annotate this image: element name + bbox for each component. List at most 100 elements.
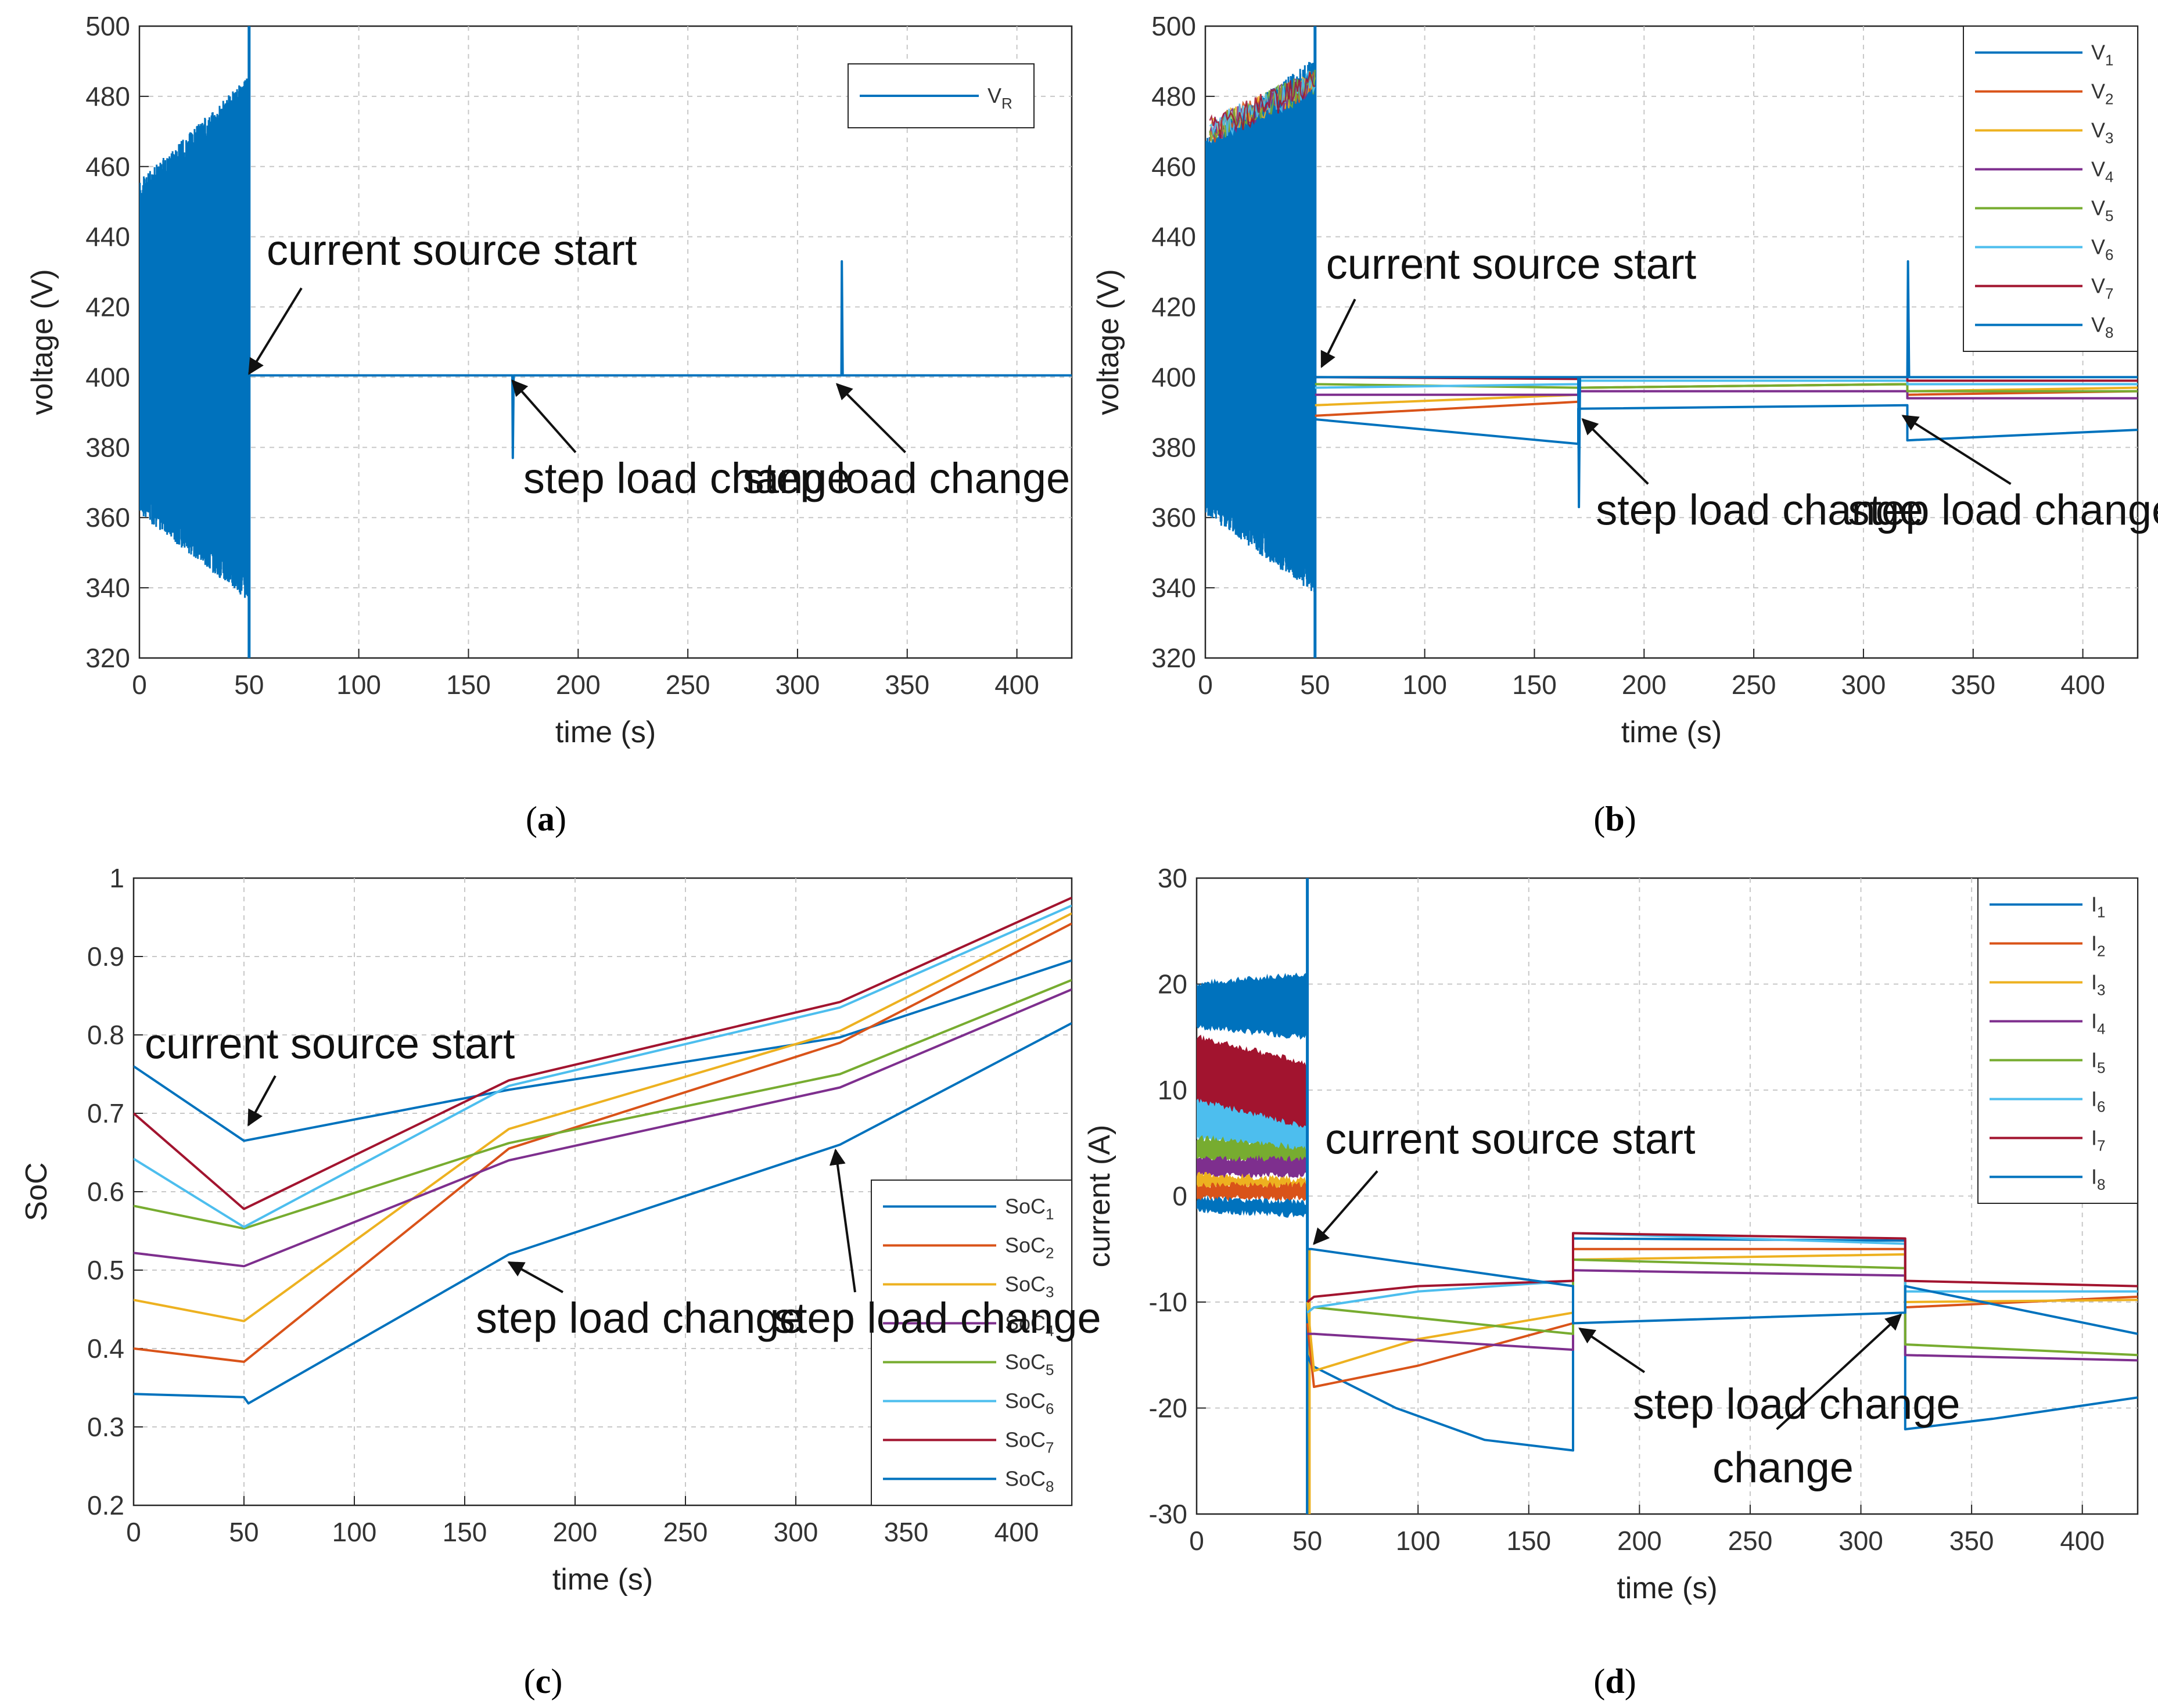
series-line-i-7	[1306, 1232, 2138, 1303]
y-tick-label: 400	[1151, 362, 1196, 392]
series-line-i-8	[1307, 1247, 2138, 1335]
x-tick-label: 200	[1617, 1526, 1662, 1556]
series-line-soc-2	[134, 922, 1072, 1363]
legend-box	[1977, 878, 2138, 1204]
x-tick-label: 250	[663, 1517, 708, 1547]
x-tick-label: 0	[132, 670, 147, 700]
y-tick-label: 0	[1172, 1181, 1187, 1211]
series-line-v-4	[1315, 390, 2138, 400]
annotation-text: step load change	[1848, 486, 2158, 534]
y-tick-label: 320	[1151, 643, 1196, 673]
y-tick-label: 0.2	[87, 1490, 124, 1520]
data-layer	[134, 896, 1072, 1405]
y-tick-label: 440	[1151, 222, 1196, 252]
x-tick-label: 300	[1839, 1526, 1883, 1556]
annotation-text: current source start	[145, 1020, 515, 1068]
series-line-v-8	[1315, 260, 2138, 509]
x-tick-label: 400	[2060, 1526, 2105, 1556]
annotation-text: current source start	[1325, 1115, 1696, 1163]
x-tick-label: 350	[885, 670, 929, 700]
x-tick-label: 250	[666, 670, 710, 700]
legend-label-v-4: V4	[2091, 157, 2113, 186]
y-tick-label: 480	[85, 81, 130, 112]
x-tick-label: 0	[1189, 1526, 1204, 1556]
y-axis-label: current (A)	[1083, 1125, 1116, 1268]
series-line-soc-1	[134, 959, 1072, 1142]
y-tick-label: 320	[85, 643, 130, 673]
x-tick-label: 100	[336, 670, 381, 700]
y-tick-label: 440	[85, 222, 130, 252]
series-line-soc-8	[134, 1022, 1072, 1405]
y-axis-label: voltage (V)	[1091, 269, 1125, 415]
y-tick-label: 10	[1158, 1075, 1187, 1105]
x-axis-label: time (s)	[1621, 715, 1722, 749]
y-tick-label: 460	[85, 152, 130, 182]
x-tick-label: 350	[884, 1517, 929, 1547]
x-tick-label: 200	[1622, 670, 1667, 700]
y-tick-label: 1	[109, 863, 124, 893]
y-tick-label: 360	[1151, 502, 1196, 533]
chart-panel-d: 0 50 100 150 200 250 300 350 400 -30 -20 -10 0 10 20 30…	[1083, 863, 2139, 1605]
x-tick-label: 100	[1396, 1526, 1441, 1556]
annotation-arrow	[1578, 1327, 1646, 1373]
data-layer	[1197, 878, 2138, 1514]
x-tick-label: 100	[1402, 670, 1447, 700]
x-tick-label: 350	[1951, 670, 1995, 700]
x-tick-label: 0	[1198, 670, 1213, 700]
panel-caption: (c)	[524, 1662, 563, 1700]
annotation-arrow	[1901, 415, 2012, 486]
series-line-soc-7	[134, 896, 1072, 1210]
annotation-arrow	[1776, 1314, 1902, 1430]
data-layer	[139, 26, 1072, 658]
x-axis-label: time (s)	[555, 715, 656, 749]
y-tick-label: 20	[1158, 969, 1187, 999]
y-tick-label: 360	[85, 502, 130, 533]
data-layer	[1205, 26, 2138, 658]
y-tick-label: 30	[1158, 863, 1187, 893]
x-tick-label: 150	[443, 1517, 487, 1547]
legend-label-v-1: V1	[2091, 41, 2113, 69]
y-tick-label: 400	[85, 362, 130, 392]
annotation-arrow	[829, 1148, 856, 1293]
legend: VR	[848, 63, 1035, 128]
y-tick-label: 0.4	[87, 1333, 124, 1364]
annotation-arrow	[248, 287, 303, 375]
series-line-v-r	[139, 260, 1072, 459]
y-tick-label: 0.7	[87, 1098, 124, 1128]
series-line-soc-5	[134, 979, 1072, 1230]
y-tick-label: 420	[1151, 292, 1196, 322]
annotation-text: step load change	[774, 1294, 1101, 1342]
panel-caption: (b)	[1593, 800, 1636, 838]
x-tick-label: 300	[775, 670, 820, 700]
y-tick-label: 340	[1151, 573, 1196, 603]
annotation-arrow	[1320, 299, 1356, 368]
chart-panel-c: 0 50 100 150 200 250 300 350 400 0.2 0.3 0.4 0.5 0.6 0…	[20, 863, 1101, 1596]
x-tick-label: 400	[994, 1517, 1039, 1547]
x-tick-label: 250	[1728, 1526, 1773, 1556]
series-line-v-6	[1315, 379, 2138, 389]
x-tick-label: 300	[1841, 670, 1886, 700]
y-tick-label: 0.3	[87, 1412, 124, 1442]
x-tick-label: 250	[1732, 670, 1776, 700]
y-tick-label: 0.8	[87, 1020, 124, 1050]
annotation-text: step load change	[1596, 486, 1923, 534]
x-tick-label: 300	[774, 1517, 818, 1547]
annotation-arrow	[511, 379, 577, 454]
y-tick-label: 380	[1151, 432, 1196, 462]
annotation-text: current source start	[267, 226, 637, 274]
x-tick-label: 150	[446, 670, 491, 700]
y-tick-label: -20	[1149, 1393, 1187, 1423]
annotation-arrow	[835, 383, 906, 454]
y-tick-label: 340	[85, 573, 130, 603]
x-tick-label: 400	[994, 670, 1039, 700]
y-tick-label: 0.9	[87, 941, 124, 972]
panel-caption: (a)	[526, 800, 566, 838]
annotation-text: change	[1712, 1443, 1854, 1491]
startup-ripple-5	[1209, 70, 1316, 142]
legend-label-soc-3: SoC3	[1005, 1272, 1054, 1301]
series-line-soc-6	[134, 904, 1072, 1228]
series-line-soc-3	[134, 912, 1072, 1322]
y-tick-label: 500	[1151, 11, 1196, 41]
x-tick-label: 200	[556, 670, 601, 700]
